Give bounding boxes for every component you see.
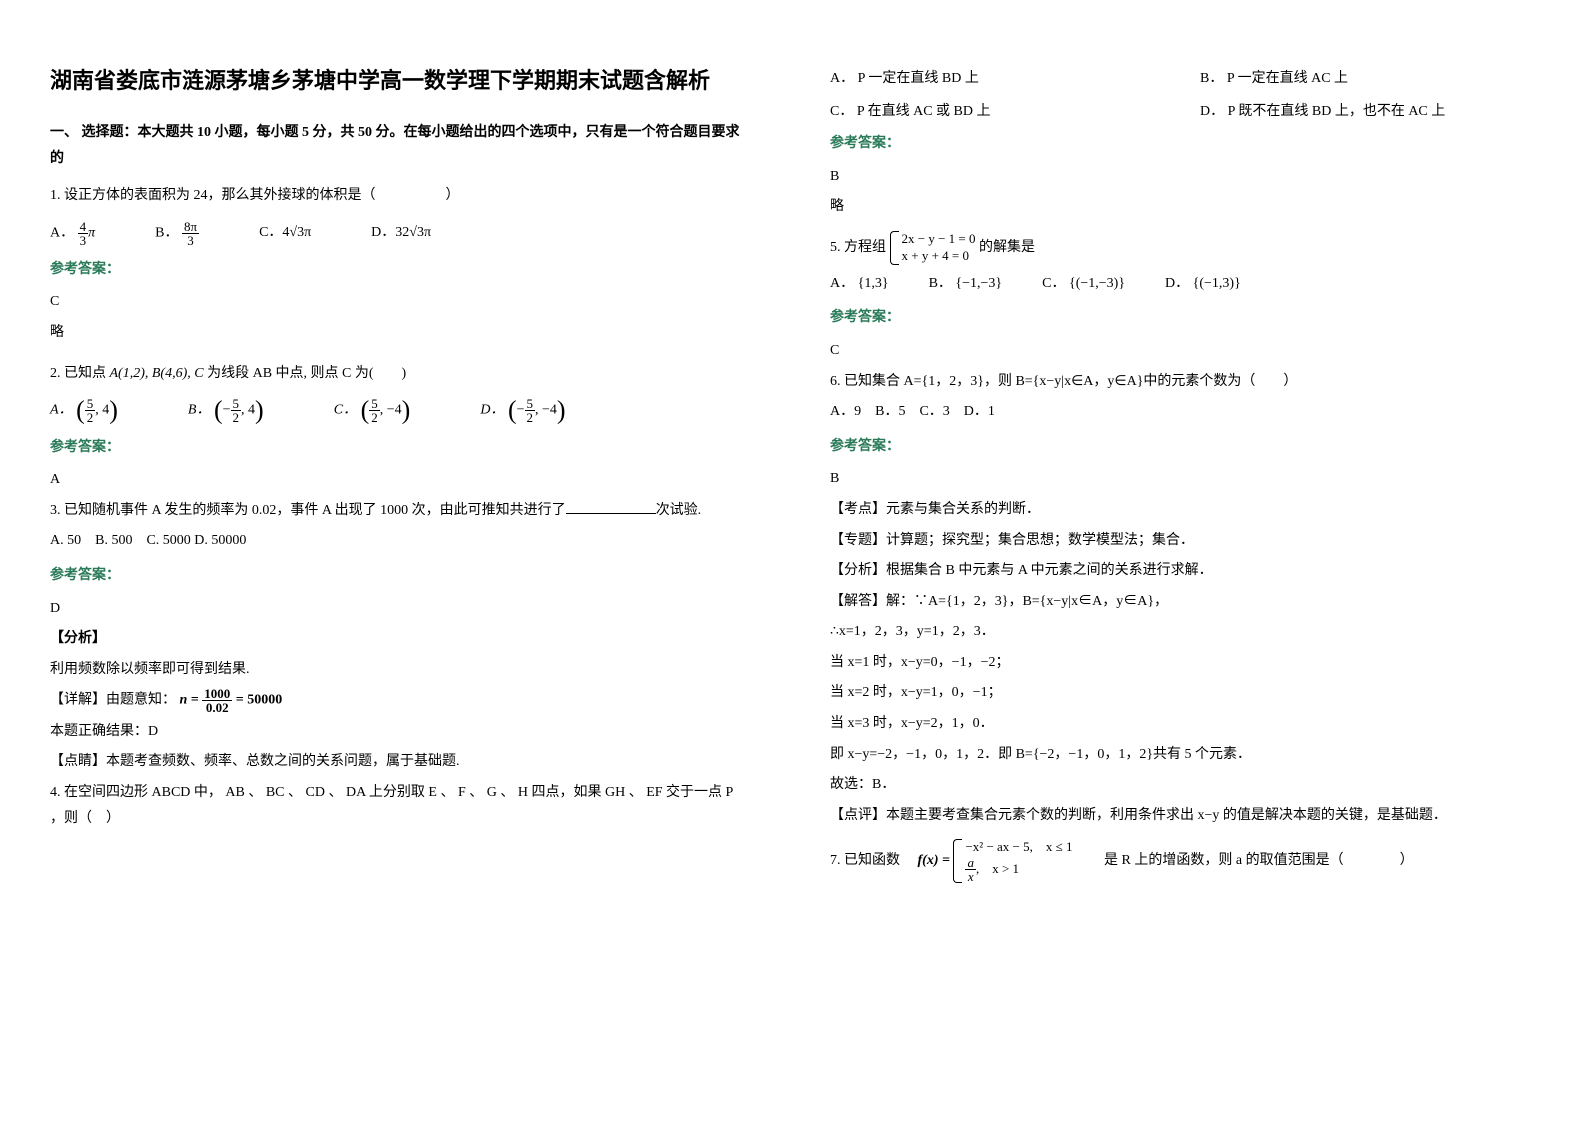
q4-stem: 4. 在空间四边形 ABCD 中， AB 、 BC 、 CD 、 DA 上分别取… [50,780,750,833]
q4-option-c: C． P 在直线 AC 或 BD 上 [830,99,1160,126]
q1-option-c: C．4√3π [259,220,311,247]
q1-stem: 1. 设正方体的表面积为 24，那么其外接球的体积是（ ） [50,183,750,210]
q6-jieda6: 即 x−y=−2，−1，0，1，2．即 B={−2，−1，0，1，2}共有 5 … [830,742,1530,769]
q6-fenxi: 【分析】根据集合 B 中元素与 A 中元素之间的关系进行求解． [830,558,1530,585]
q1-option-d: D．32√3π [371,220,431,247]
question-3: 3. 已知随机事件 A 发生的频率为 0.02，事件 A 出现了 1000 次，… [50,498,750,555]
q6-jieda5: 当 x=3 时，x−y=2，1，0． [830,711,1530,738]
q2-option-a: A． (52, 4) [50,397,118,424]
q3-analysis: 利用频数除以频率即可得到结果. [50,657,750,684]
q5-option-a: A． {1,3} [830,271,889,298]
q4-options: A． P 一定在直线 BD 上 B． P 一定在直线 AC 上 C． P 在直线… [830,66,1530,125]
question-1: 1. 设正方体的表面积为 24，那么其外接球的体积是（ ） A． 43π B． … [50,183,750,247]
q2-option-b: B． (−52, 4) [188,397,264,424]
q5-options: A． {1,3} B． {−1,−3} C． {(−1,−3)} D． {(−1… [830,271,1530,298]
q4-ref-label: 参考答案： [830,131,1530,158]
question-6: 6. 已知集合 A={1，2，3}，则 B={x−y|x∈A，y∈A}中的元素个… [830,369,1530,426]
q5-option-c: C． {(−1,−3)} [1042,271,1125,298]
left-column: 湖南省娄底市涟源茅塘乡茅塘中学高一数学理下学期期末试题含解析 一、 选择题：本大… [50,60,750,891]
q6-jieda7: 故选：B． [830,772,1530,799]
question-4: 4. 在空间四边形 ABCD 中， AB 、 BC 、 CD 、 DA 上分别取… [50,780,750,833]
q5-stem: 5. 方程组 2x − y − 1 = 0 x + y + 4 = 0 的解集是 [830,231,1530,265]
q2-stem: 2. 已知点 A(1,2), B(4,6), C 为线段 AB 中点, 则点 C… [50,361,750,388]
q5-ref-label: 参考答案： [830,305,1530,332]
q6-dianping: 【点评】本题主要考查集合元素个数的判断，利用条件求出 x−y 的值是解决本题的关… [830,803,1530,830]
q3-stem: 3. 已知随机事件 A 发生的频率为 0.02，事件 A 出现了 1000 次，… [50,498,750,525]
q1-options: A． 43π B． 8π3 C．4√3π D．32√3π [50,220,750,247]
q3-result: 本题正确结果：D [50,719,750,746]
blank-line [566,500,656,514]
q6-jieda4: 当 x=2 时，x−y=1，0，−1； [830,680,1530,707]
q2-option-d: D． (−52, −4) [480,397,565,424]
q4-answer: B [830,164,1530,191]
q6-answer: B [830,466,1530,493]
q4-option-a: A． P 一定在直线 BD 上 [830,66,1160,93]
q6-jieda2: ∴x=1，2，3，y=1，2，3． [830,619,1530,646]
q4-option-b: B． P 一定在直线 AC 上 [1200,66,1530,93]
q6-options: A．9 B．5 C．3 D．1 [830,399,1530,426]
question-7: 7. 已知函数 f(x) = −x² − ax − 5, x ≤ 1 ax, x… [830,839,1530,883]
section-1-heading: 一、 选择题：本大题共 10 小题，每小题 5 分，共 50 分。在每小题给出的… [50,120,750,173]
q2-option-c: C． (52, −4) [334,397,411,424]
q1-option-b: B． 8π3 [155,220,199,247]
q1-option-a: A． 43π [50,220,95,247]
q4-option-d: D． P 既不在直线 BD 上，也不在 AC 上 [1200,99,1530,126]
q2-answer: A [50,467,750,494]
question-2: 2. 已知点 A(1,2), B(4,6), C 为线段 AB 中点, 则点 C… [50,361,750,425]
q3-detail: 【详解】由题意知： n = 10000.02 = 50000 [50,687,750,714]
q2-options: A． (52, 4) B． (−52, 4) C． (52, −4) D． (−… [50,397,750,424]
q3-answer: D [50,596,750,623]
q6-stem: 6. 已知集合 A={1，2，3}，则 B={x−y|x∈A，y∈A}中的元素个… [830,369,1530,396]
q3-options: A. 50 B. 500 C. 5000 D. 50000 [50,528,750,555]
page-root: 湖南省娄底市涟源茅塘乡茅塘中学高一数学理下学期期末试题含解析 一、 选择题：本大… [50,60,1537,891]
q5-answer: C [830,338,1530,365]
q5-option-b: B． {−1,−3} [929,271,1003,298]
exam-title: 湖南省娄底市涟源茅塘乡茅塘中学高一数学理下学期期末试题含解析 [50,60,750,102]
q7-stem: 7. 已知函数 f(x) = −x² − ax − 5, x ≤ 1 ax, x… [830,839,1530,883]
q6-kaodian: 【考点】元素与集合关系的判断． [830,497,1530,524]
q1-ref-label: 参考答案： [50,257,750,284]
q6-ref-label: 参考答案： [830,434,1530,461]
q6-jieda1: 【解答】解：∵A={1，2，3}，B={x−y|x∈A，y∈A}， [830,589,1530,616]
q1-answer: C [50,289,750,316]
q2-ref-label: 参考答案： [50,435,750,462]
right-column: A． P 一定在直线 BD 上 B． P 一定在直线 AC 上 C． P 在直线… [830,60,1530,891]
q6-jieda3: 当 x=1 时，x−y=0，−1，−2； [830,650,1530,677]
question-5: 5. 方程组 2x − y − 1 = 0 x + y + 4 = 0 的解集是… [830,231,1530,297]
q6-zhuanti: 【专题】计算题；探究型；集合思想；数学模型法；集合． [830,528,1530,555]
q1-brief: 略 [50,320,750,347]
q4-brief: 略 [830,194,1530,221]
q5-option-d: D． {(−1,3)} [1165,271,1241,298]
q3-ref-label: 参考答案： [50,563,750,590]
q3-dianjing: 【点睛】本题考查频数、频率、总数之间的关系问题，属于基础题. [50,749,750,776]
q3-analysis-label: 【分析】 [50,626,750,653]
